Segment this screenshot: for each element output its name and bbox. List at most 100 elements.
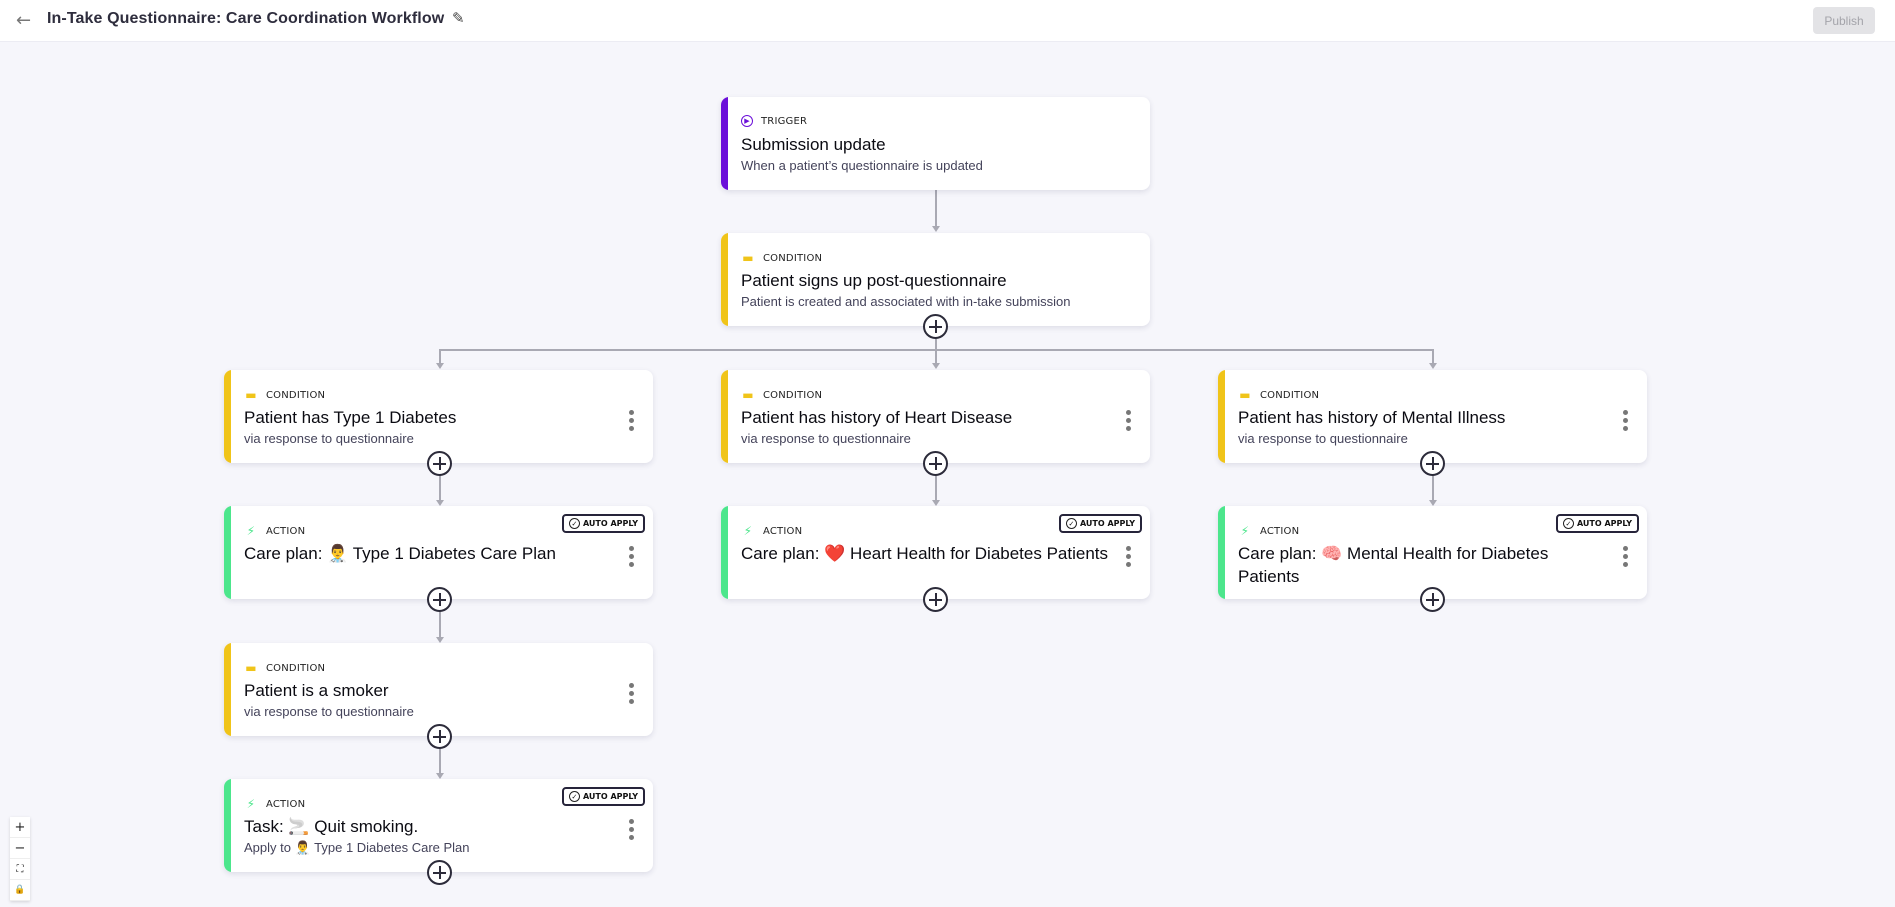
action-card-heart-plan[interactable]: ⚡ ACTION Care plan: ❤️ Heart Health for D… <box>721 506 1150 599</box>
more-options-icon[interactable] <box>629 546 635 567</box>
type-bar <box>224 779 231 872</box>
type-bar <box>721 506 728 599</box>
more-options-icon[interactable] <box>629 683 635 704</box>
connector <box>935 338 937 366</box>
add-step-button[interactable] <box>923 451 948 476</box>
node-subtitle: When a patient’s questionnaire is update… <box>741 158 983 173</box>
arrow-icon <box>932 226 940 232</box>
condition-card-signup[interactable]: ▬ CONDITION Patient signs up post-questio… <box>721 233 1150 326</box>
trigger-card-submission-update[interactable]: ▶ TRIGGER Submission update When a patien… <box>721 97 1150 190</box>
node-kind: CONDITION <box>1260 389 1320 401</box>
node-kind: ACTION <box>763 525 803 537</box>
more-options-icon[interactable] <box>629 819 635 840</box>
pencil-icon[interactable]: ✎ <box>452 9 465 27</box>
arrow-icon <box>932 500 940 506</box>
node-subtitle: via response to questionnaire <box>1238 431 1408 446</box>
arrow-icon <box>436 500 444 506</box>
connector <box>439 475 441 503</box>
type-bar <box>721 97 728 190</box>
action-card-diabetes-plan[interactable]: ⚡ ACTION Care plan: 👨‍⚕️ Type 1 Diabetes … <box>224 506 653 599</box>
publish-button[interactable]: Publish <box>1813 7 1875 34</box>
connector <box>439 611 441 639</box>
workflow-title: In-Take Questionnaire: Care Coordination… <box>47 10 445 27</box>
node-title: Patient has history of Heart Disease <box>741 408 1013 427</box>
node-title: Care plan: 👨‍⚕️ Type 1 Diabetes Care Pla… <box>244 544 556 563</box>
lock-button[interactable]: 🔒 <box>10 880 30 901</box>
more-options-icon[interactable] <box>1623 410 1629 431</box>
node-kind: ACTION <box>1260 525 1300 537</box>
auto-apply-badge: ✓ AUTO APPLY <box>1058 514 1142 533</box>
more-options-icon[interactable] <box>629 410 635 431</box>
connector <box>1432 349 1434 366</box>
add-step-button[interactable] <box>427 724 452 749</box>
type-bar <box>1218 506 1225 599</box>
add-step-button[interactable] <box>427 451 452 476</box>
condition-card-diabetes[interactable]: ▬ CONDITION Patient has Type 1 Diabetes v… <box>224 370 653 463</box>
condition-card-heart[interactable]: ▬ CONDITION Patient has history of Heart … <box>721 370 1150 463</box>
check-circle-icon: ✓ <box>568 518 580 529</box>
top-bar: ← In-Take Questionnaire: Care Coordinati… <box>0 0 1895 42</box>
connector <box>1432 475 1434 503</box>
node-kind: ACTION <box>266 798 306 810</box>
arrow-icon <box>1429 363 1437 369</box>
type-bar <box>721 233 728 326</box>
arrow-icon <box>1429 500 1437 506</box>
auto-apply-badge: ✓ AUTO APPLY <box>561 514 645 533</box>
lightning-icon: ⚡ <box>246 524 256 538</box>
zoom-in-button[interactable]: + <box>10 817 30 838</box>
more-options-icon[interactable] <box>1126 410 1132 431</box>
node-subtitle: via response to questionnaire <box>741 431 911 446</box>
signpost-icon: ▬ <box>742 388 754 402</box>
canvas-controls: + − ⛶ 🔒 <box>10 817 30 901</box>
node-kind: CONDITION <box>763 252 823 264</box>
node-title: Patient is a smoker <box>244 681 389 700</box>
node-kind: TRIGGER <box>761 115 808 127</box>
node-subtitle: via response to questionnaire <box>244 704 414 719</box>
node-kind: CONDITION <box>266 662 326 674</box>
lightning-icon: ⚡ <box>1240 524 1250 538</box>
node-title: Care plan: 🧠 Mental Health for Diabetes … <box>1238 544 1549 586</box>
add-step-button[interactable] <box>427 860 452 885</box>
condition-card-smoker[interactable]: ▬ CONDITION Patient is a smoker via respo… <box>224 643 653 736</box>
branch-connector <box>439 349 1433 351</box>
node-kind: CONDITION <box>763 389 823 401</box>
check-circle-icon: ✓ <box>568 791 580 802</box>
more-options-icon[interactable] <box>1623 546 1629 567</box>
auto-apply-badge: ✓ AUTO APPLY <box>561 787 645 806</box>
fit-view-button[interactable]: ⛶ <box>10 859 30 880</box>
signpost-icon: ▬ <box>245 661 257 675</box>
add-step-button[interactable] <box>427 587 452 612</box>
signpost-icon: ▬ <box>742 251 754 265</box>
connector <box>935 475 937 503</box>
node-title: Task: 🚬 Quit smoking. <box>244 817 419 836</box>
type-bar <box>224 370 231 463</box>
connector <box>439 748 441 776</box>
add-step-button[interactable] <box>1420 587 1445 612</box>
node-title: Patient has Type 1 Diabetes <box>244 408 457 427</box>
connector <box>439 349 441 366</box>
more-options-icon[interactable] <box>1126 546 1132 567</box>
play-circle-icon: ▶ <box>741 115 753 127</box>
add-step-button[interactable] <box>923 314 948 339</box>
node-subtitle: via response to questionnaire <box>244 431 414 446</box>
arrow-icon <box>436 773 444 779</box>
arrow-icon <box>436 363 444 369</box>
signpost-icon: ▬ <box>245 388 257 402</box>
auto-apply-badge: ✓ AUTO APPLY <box>1555 514 1639 533</box>
action-card-mental-plan[interactable]: ⚡ ACTION Care plan: 🧠 Mental Health for D… <box>1218 506 1647 599</box>
arrow-icon <box>932 363 940 369</box>
zoom-out-button[interactable]: − <box>10 838 30 859</box>
type-bar <box>721 370 728 463</box>
action-card-quit-smoking[interactable]: ⚡ ACTION Task: 🚬 Quit smoking. Apply to 👨… <box>224 779 653 872</box>
add-step-button[interactable] <box>923 587 948 612</box>
condition-card-mental[interactable]: ▬ CONDITION Patient has history of Mental… <box>1218 370 1647 463</box>
node-title: Care plan: ❤️ Heart Health for Diabetes … <box>741 544 1109 563</box>
add-step-button[interactable] <box>1420 451 1445 476</box>
type-bar <box>224 643 231 736</box>
lightning-icon: ⚡ <box>246 797 256 811</box>
back-arrow-icon[interactable]: ← <box>16 10 32 31</box>
arrow-icon <box>436 637 444 643</box>
node-kind: ACTION <box>266 525 306 537</box>
node-title: Patient has history of Mental Illness <box>1238 408 1506 427</box>
connector <box>935 190 937 228</box>
